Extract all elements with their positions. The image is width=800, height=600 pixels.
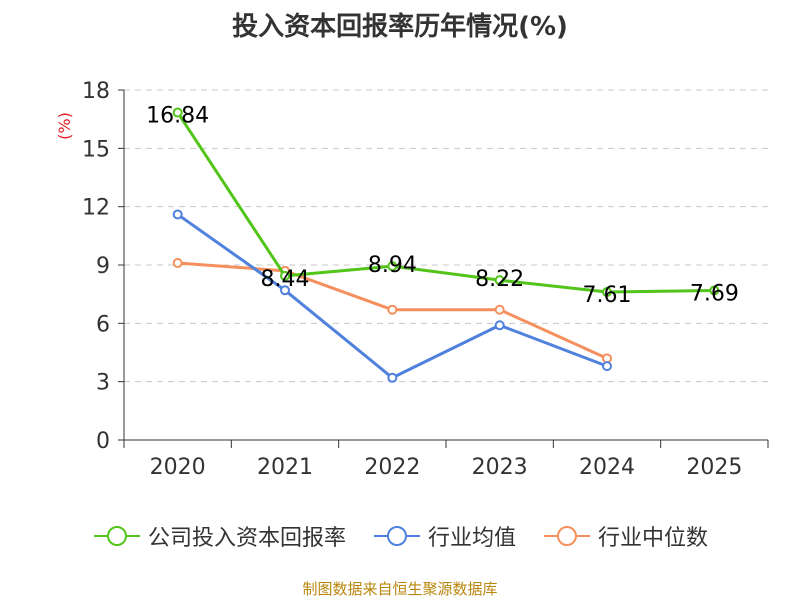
data-point-series2[interactable] [387, 304, 398, 315]
data-point-series0[interactable] [172, 107, 183, 118]
legend-label-industry-median: 行业中位数 [598, 526, 709, 551]
data-point-series0[interactable] [280, 270, 290, 281]
x-tick-label: 2024 [579, 455, 635, 480]
data-source-note: 制图数据来自恒生聚源数据库 [302, 580, 498, 598]
legend-label-company: 公司投入资本回报率 [147, 526, 346, 551]
data-label: 8.44 [261, 267, 310, 292]
y-tick-label: 12 [82, 196, 110, 221]
y-tick-label: 9 [96, 254, 110, 279]
series-line-1 [176, 213, 608, 380]
data-label: 8.94 [368, 253, 417, 278]
x-tick-label: 2025 [686, 455, 742, 480]
data-label: 7.69 [690, 281, 739, 306]
legend-label-industry-mean: 行业均值 [427, 526, 516, 551]
x-tick-label: 2020 [150, 455, 206, 480]
x-tick-label: 2022 [364, 455, 420, 480]
data-point-series0[interactable] [494, 275, 505, 286]
data-point-series2[interactable] [494, 304, 505, 315]
chart-title: 投入资本回报率历年情况(%) [232, 12, 568, 42]
data-point-series1[interactable] [280, 285, 290, 296]
data-point-series1[interactable] [172, 209, 183, 220]
legend-item-industry-median[interactable]: 行业中位数 [542, 520, 708, 552]
legend-swatch-industry-mean [373, 526, 420, 546]
data-point-series0[interactable] [709, 285, 720, 296]
data-point-series1[interactable] [494, 320, 505, 331]
data-point-series1[interactable] [602, 361, 612, 372]
legend-item-industry-mean[interactable]: 行业均值 [372, 520, 516, 552]
data-label: 7.61 [583, 283, 632, 308]
x-tick-label: 2023 [472, 455, 528, 480]
data-label: 16.84 [146, 104, 209, 129]
y-tick-label: 15 [82, 137, 110, 162]
data-point-series1[interactable] [387, 372, 398, 383]
data-point-series0[interactable] [602, 287, 612, 298]
data-label: 8.22 [475, 267, 524, 292]
x-tick-label: 2021 [257, 455, 313, 480]
y-tick-label: 3 [96, 371, 110, 396]
legend-swatch-industry-median [544, 526, 590, 546]
y-tick-label: 6 [96, 312, 110, 337]
legend-item-company[interactable]: 公司投入资本回报率 [92, 520, 346, 552]
data-point-series2[interactable] [172, 258, 183, 269]
y-tick-label: 18 [82, 79, 110, 104]
chart-legend: 公司投入资本回报率 行业均值 行业中位数 [0, 520, 800, 552]
y-axis-label: (%) [55, 112, 74, 140]
series-line-0 [176, 111, 715, 294]
data-point-series0[interactable] [387, 261, 398, 272]
legend-swatch-company [93, 526, 140, 546]
y-tick-label: 0 [96, 429, 110, 454]
